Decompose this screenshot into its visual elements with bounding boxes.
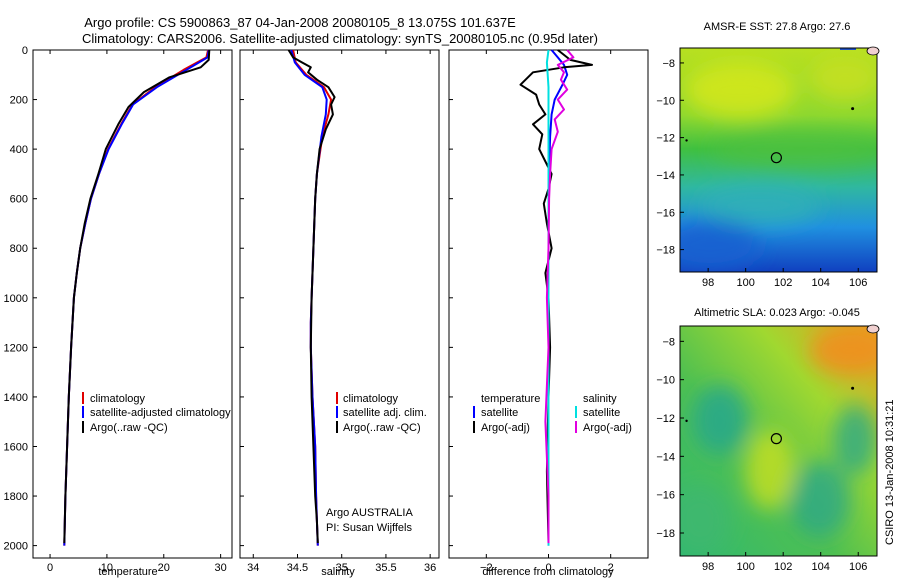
series-line-argo-raw-qc	[287, 49, 336, 544]
legend-climatology-label: climatology	[343, 393, 399, 405]
legend-satellite-label: satellite-adjusted climatology	[90, 407, 231, 419]
map-x-tick-label: 100	[736, 277, 754, 289]
map-x-tick-label: 106	[849, 561, 867, 573]
island-marker	[851, 107, 855, 111]
map-y-tick-label: −8	[662, 336, 675, 348]
map-x-tick-label: 104	[812, 277, 830, 289]
y-tick-label: 0	[22, 45, 28, 57]
legend-temp-argo-label: Argo(-adj)	[481, 422, 530, 434]
difference-legend: temperature salinity satellite Argo(-adj…	[473, 393, 632, 434]
map-x-tick-label: 102	[774, 277, 792, 289]
island-marker	[851, 386, 855, 390]
sst-heatmap	[680, 48, 877, 272]
y-tick-label: 1600	[4, 441, 28, 453]
y-tick-label: 200	[10, 95, 28, 107]
temperature-legend: climatology satellite-adjusted climatolo…	[82, 392, 231, 434]
map-x-tick-label: 104	[812, 561, 830, 573]
x-tick-label: 30	[215, 562, 227, 574]
y-tick-label: 1400	[4, 392, 28, 404]
legend-sal-satellite-label: satellite	[583, 407, 620, 419]
map-y-tick-label: −14	[656, 170, 675, 182]
legend-salinity-header: salinity	[583, 393, 617, 405]
map-x-tick-label: 98	[702, 561, 714, 573]
figure-title-line1: Argo profile: CS 5900863_87 04-Jan-2008 …	[84, 15, 516, 30]
figure-title-line2: Climatology: CARS2006. Satellite-adjuste…	[82, 31, 598, 46]
difference-panel: −2 0 2 difference from climatology tempera…	[448, 49, 649, 578]
salinity-panel: 34 34.5 35 35.5 36 salinity climatology sate…	[239, 49, 440, 578]
x-tick-label: 36	[424, 562, 436, 574]
y-tick-label: 2000	[4, 541, 28, 553]
legend-satellite-label: satellite adj. clim.	[343, 407, 427, 419]
y-tick-label: 800	[10, 243, 28, 255]
salinity-xlabel: salinity	[321, 566, 355, 578]
argo-pi-note: PI: Susan Wijffels	[326, 522, 412, 534]
legend-temp-satellite-label: satellite	[481, 407, 518, 419]
map-x-tick-label: 106	[849, 277, 867, 289]
legend-climatology-label: climatology	[90, 393, 146, 405]
x-tick-label: 0	[545, 562, 551, 574]
salinity-axes-frame	[239, 49, 440, 559]
map-y-tick-label: −10	[656, 375, 675, 387]
sla-map-title: Altimetric SLA: 0.023 Argo: -0.045	[694, 307, 860, 319]
argo-institution-note: Argo AUSTRALIA	[326, 507, 413, 519]
y-tick-label: 600	[10, 194, 28, 206]
legend-argo-label: Argo(..raw -QC)	[90, 422, 168, 434]
csiro-timestamp: CSIRO 13-Jan-2008 10:31:21	[884, 399, 896, 545]
y-tick-label: 1000	[4, 293, 28, 305]
coastline-marker	[866, 46, 880, 56]
sla-map-frame	[679, 325, 878, 557]
x-tick-label: −2	[480, 562, 493, 574]
series-line-climatology	[63, 49, 210, 546]
coastline-marker	[866, 324, 880, 334]
difference-xlabel: difference from climatology	[482, 566, 614, 578]
x-tick-label: 34	[247, 562, 259, 574]
map-y-tick-label: −8	[662, 58, 675, 70]
y-tick-label: 1800	[4, 491, 28, 503]
sla-map-panel: Altimetric SLA: 0.023 Argo: -0.045 98 100…	[656, 307, 880, 573]
map-y-tick-label: −10	[656, 95, 675, 107]
series-line-argo-raw-qc	[63, 49, 211, 544]
x-tick-label: 10	[101, 562, 113, 574]
sla-heatmap	[680, 326, 877, 556]
sst-land-patch	[840, 48, 856, 50]
map-y-tick-label: −16	[656, 207, 675, 219]
x-tick-label: 34.5	[287, 562, 308, 574]
map-y-tick-label: −18	[656, 245, 675, 257]
map-x-tick-label: 98	[702, 277, 714, 289]
sst-map-title: AMSR-E SST: 27.8 Argo: 27.6	[704, 21, 851, 33]
x-tick-label: 0	[47, 562, 53, 574]
temperature-axes-frame	[32, 49, 233, 559]
series-line-satellite-adj-clim	[290, 49, 328, 546]
sst-map-panel: AMSR-E SST: 27.8 Argo: 27.6 98 100 102 104 1…	[656, 21, 880, 289]
map-y-tick-label: −16	[656, 490, 675, 502]
x-tick-label: 2	[608, 562, 614, 574]
legend-argo-label: Argo(..raw -QC)	[343, 422, 421, 434]
map-y-tick-label: −14	[656, 451, 675, 463]
x-tick-label: 20	[158, 562, 170, 574]
legend-sal-argo-label: Argo(-adj)	[583, 422, 632, 434]
map-y-tick-label: −12	[656, 133, 675, 145]
temperature-xlabel: temperature	[98, 566, 157, 578]
y-tick-label: 400	[10, 144, 28, 156]
y-tick-label: 1200	[4, 342, 28, 354]
series-line-satellite-adjusted-climatology	[63, 49, 210, 546]
temperature-panel: 0 200 400 600 800 1000 1200 1400 1600 1800 2000 0 1…	[4, 45, 233, 578]
island-marker	[685, 419, 688, 423]
x-tick-label: 35	[336, 562, 348, 574]
profile-location-marker	[770, 152, 782, 164]
map-y-tick-label: −12	[656, 413, 675, 425]
map-x-tick-label: 102	[774, 561, 792, 573]
sst-map-frame	[679, 47, 878, 273]
map-y-tick-label: −18	[656, 528, 675, 540]
salinity-legend: climatology satellite adj. clim. Argo(..…	[336, 392, 427, 434]
x-tick-label: 35.5	[375, 562, 396, 574]
series-line-temperature-satellite	[547, 49, 569, 546]
map-x-tick-label: 100	[736, 561, 754, 573]
profile-location-marker	[770, 433, 782, 445]
island-marker	[685, 139, 688, 142]
legend-temperature-header: temperature	[481, 393, 540, 405]
series-line-salinity-argo-adj	[544, 49, 575, 544]
